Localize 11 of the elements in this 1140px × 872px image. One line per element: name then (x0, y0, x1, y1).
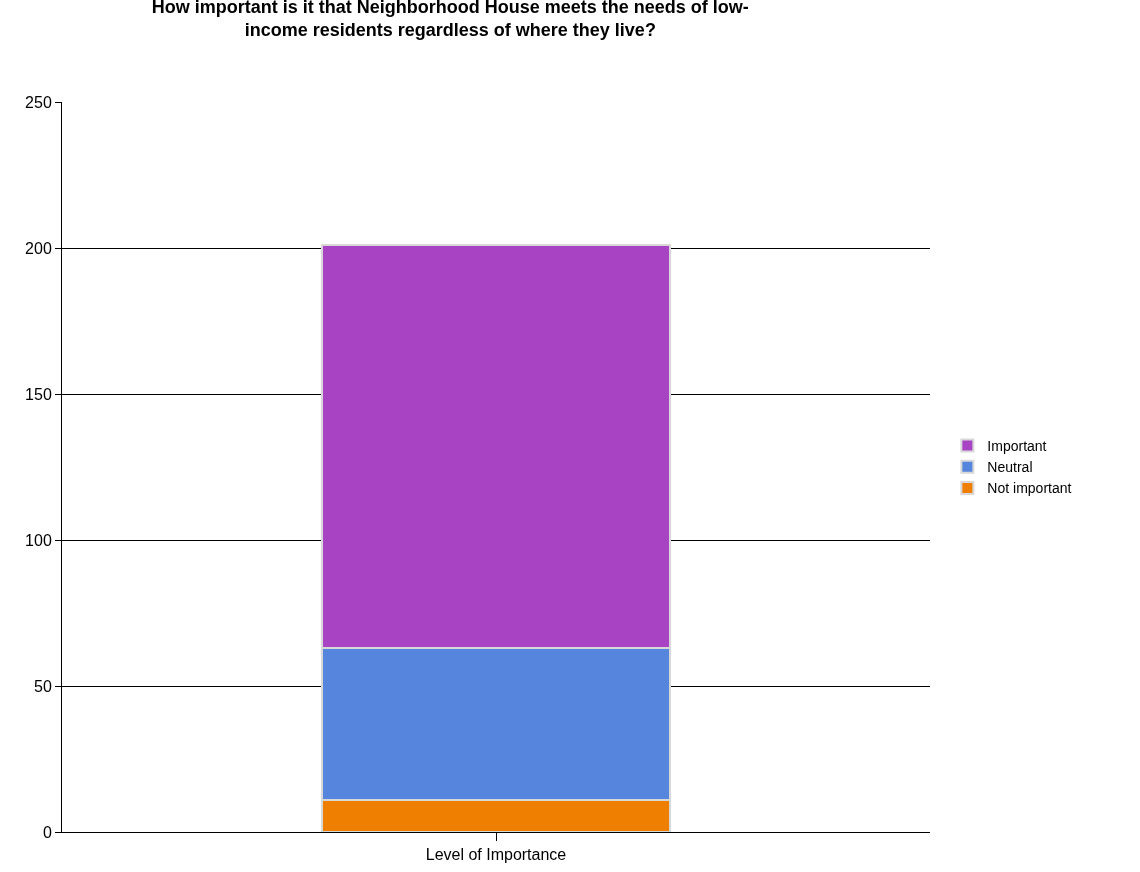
y-tick-label: 100 (25, 531, 52, 549)
legend-label: Important (987, 438, 1047, 455)
y-tick-label: 200 (25, 239, 52, 257)
legend-label: Neutral (987, 459, 1033, 476)
y-tick-label: 50 (34, 677, 52, 695)
y-tick-label: 250 (25, 93, 52, 111)
y-tick-label: 150 (25, 385, 52, 403)
y-tick-label: 0 (42, 823, 52, 841)
chart-title: How important is it that Neighborhood House meets the needs of low-income residents regardless of where they live? (151, 0, 749, 41)
x-tick-label: Level of Importance (425, 846, 567, 864)
legend-label: Not important (987, 480, 1072, 497)
